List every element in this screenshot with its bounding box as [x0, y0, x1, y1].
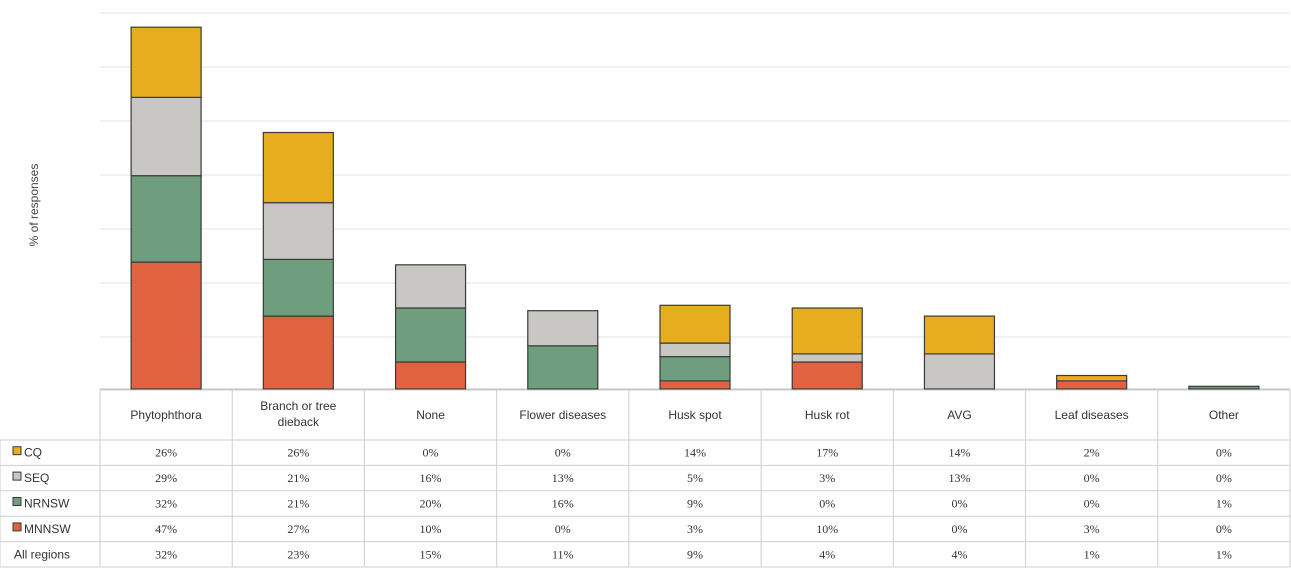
row-label: NRNSW — [24, 497, 70, 511]
legend-swatch-mnnsw — [12, 522, 22, 532]
bar-segment-seq — [923, 353, 996, 390]
row-label: SEQ — [24, 471, 49, 485]
table-cell: 0% — [1216, 471, 1232, 485]
y-axis-title: % of responses — [27, 164, 41, 247]
table-cell: 0% — [819, 497, 835, 511]
bar-segment-cq — [659, 304, 731, 344]
table-cell: 32% — [155, 547, 177, 561]
table-cell: 14% — [948, 446, 970, 460]
bar-segment-cq — [262, 131, 334, 204]
bar-segment-mnnsw — [130, 261, 202, 390]
category-label: Husk rot — [805, 408, 850, 422]
bar-segment-seq — [262, 202, 334, 260]
bar-segment-mnnsw — [791, 361, 863, 390]
table-cell: 0% — [951, 497, 967, 511]
bar-segment-nrnsw — [659, 356, 731, 382]
category-label: Phytophthora — [130, 408, 202, 422]
bar-segment-cq — [923, 315, 996, 355]
legend-swatch-seq — [12, 471, 22, 481]
table-cell: 1% — [1084, 547, 1100, 561]
table-cell: 3% — [819, 471, 835, 485]
category-label: Flower diseases — [519, 408, 606, 422]
bar-segment-seq — [394, 264, 467, 309]
bar-segment-nrnsw — [262, 258, 334, 317]
table-cell: 0% — [1216, 446, 1232, 460]
table-cell: 23% — [287, 547, 309, 561]
row-label: MNNSW — [24, 522, 71, 536]
bar-segment-mnnsw — [1056, 380, 1128, 390]
row-label: All regions — [14, 547, 70, 561]
table-cell: 1% — [1216, 497, 1232, 511]
table-cell: 47% — [155, 522, 177, 536]
table-cell: 9% — [687, 547, 703, 561]
table-cell: 4% — [951, 547, 967, 561]
bar-segment-nrnsw — [394, 307, 467, 363]
table-cell: 4% — [819, 547, 835, 561]
bar-segment-cq — [1056, 374, 1128, 382]
bar-segment-nrnsw — [1188, 385, 1260, 390]
bar-segment-mnnsw — [659, 380, 731, 390]
table-cell: 20% — [420, 497, 442, 511]
bar-segment-seq — [791, 353, 863, 363]
bar-segment-cq — [791, 307, 863, 355]
table-cell: 0% — [1084, 471, 1100, 485]
bar-segment-seq — [527, 310, 599, 347]
table-cell: 0% — [423, 446, 439, 460]
bar-segment-seq — [659, 342, 731, 358]
table-cell: 3% — [1084, 522, 1100, 536]
table-cell: 0% — [1084, 497, 1100, 511]
table-cell: 3% — [687, 522, 703, 536]
legend-swatch-cq — [12, 446, 22, 456]
bar-segment-nrnsw — [130, 175, 202, 263]
bar-segment-mnnsw — [262, 315, 334, 390]
table-cell: 0% — [951, 522, 967, 536]
table-cell: 11% — [552, 547, 574, 561]
category-label: Husk spot — [668, 408, 722, 422]
bars-group — [130, 26, 1260, 390]
row-label: CQ — [24, 446, 42, 460]
table-cell: 0% — [1216, 522, 1232, 536]
category-label: Leaf diseases — [1055, 408, 1129, 422]
table-cell: 17% — [816, 446, 838, 460]
table-cell: 21% — [287, 497, 309, 511]
category-label: Other — [1209, 408, 1239, 422]
table-cell: 5% — [687, 471, 703, 485]
table-cell: 15% — [420, 547, 442, 561]
table-cell: 26% — [155, 446, 177, 460]
table-cell: 0% — [555, 522, 571, 536]
table-cell: 10% — [420, 522, 442, 536]
table-cell: 32% — [155, 497, 177, 511]
category-label: None — [416, 408, 445, 422]
table-cell: 26% — [287, 446, 309, 460]
bar-segment-nrnsw — [527, 345, 599, 390]
table-cell: 9% — [687, 497, 703, 511]
bar-segment-mnnsw — [394, 361, 467, 390]
table-cell: 16% — [420, 471, 442, 485]
table-cell: 2% — [1084, 446, 1100, 460]
table-cell: 13% — [948, 471, 970, 485]
legend-swatch-nrnsw — [12, 497, 22, 506]
table-cell: 14% — [684, 446, 706, 460]
bar-segment-seq — [130, 96, 202, 177]
table-cell: 10% — [816, 522, 838, 536]
category-label: Branch or tree dieback — [260, 399, 336, 429]
table-cell: 27% — [287, 522, 309, 536]
data-table: Phytophthora Branch or tree dieback None Flo… — [0, 389, 1291, 568]
table-cell: 1% — [1216, 547, 1232, 561]
table-cell: 13% — [552, 471, 574, 485]
table-cell: 21% — [287, 471, 309, 485]
table-cell: 29% — [155, 471, 177, 485]
table-cell: 0% — [555, 446, 571, 460]
table-cell: 16% — [552, 497, 574, 511]
bar-segment-cq — [130, 26, 202, 98]
category-label: AVG — [947, 408, 971, 422]
